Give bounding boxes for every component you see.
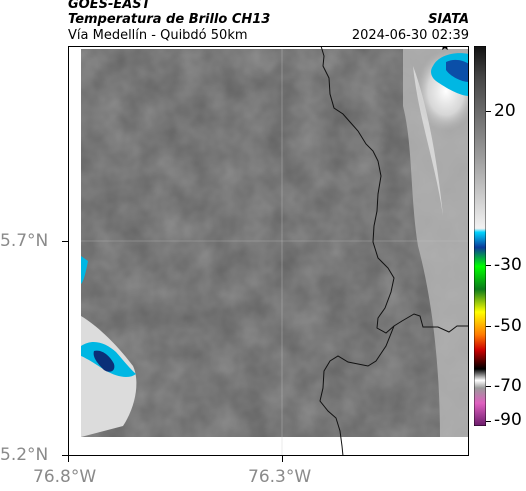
- product-title: Temperatura de Brillo CH13: [68, 12, 271, 27]
- eastern-bright-band: [403, 49, 469, 437]
- satellite-map: [68, 46, 469, 456]
- brightness-texture: [81, 49, 469, 437]
- department-border-south: [319, 325, 395, 456]
- cbar-tick-minus90: [486, 421, 491, 422]
- cbar-label-minus50: -50: [494, 316, 522, 336]
- cbar-label-20: 20: [494, 101, 516, 121]
- colorbar: [474, 46, 486, 426]
- lat-tick-5-2: [62, 455, 68, 456]
- cbar-label-minus70: -70: [494, 376, 522, 396]
- datetime-label: 2024-06-30 02:39: [351, 28, 469, 43]
- lon-tick-76-3: [282, 456, 283, 462]
- colorbar-scale: [474, 46, 486, 426]
- department-border-east: [320, 46, 469, 334]
- lon-label-76-3: 76.3°W: [248, 467, 312, 487]
- cbar-tick-minus50: [486, 326, 491, 327]
- west-cold-spot: [81, 256, 88, 284]
- satellite-title: GOES-EAST: [68, 0, 151, 12]
- lon-label-76-8: 76.8°W: [33, 467, 97, 487]
- lat-tick-5-7: [62, 241, 68, 242]
- cbar-tick-20: [486, 111, 491, 112]
- cbar-tick-minus70: [486, 386, 491, 387]
- lat-label-5-7: 5.7°N: [0, 231, 49, 251]
- ne-cold-core: [446, 59, 469, 82]
- sw-cold-core: [93, 350, 115, 372]
- map-frame: [68, 46, 469, 456]
- cbar-label-minus90: -90: [494, 410, 522, 430]
- lon-tick-76-8: [68, 456, 69, 462]
- cbar-label-minus30: -30: [494, 255, 522, 275]
- agency-label: SIATA: [428, 12, 469, 27]
- cbar-tick-minus30: [486, 265, 491, 266]
- lat-label-5-2: 5.2°N: [0, 445, 49, 465]
- route-subtitle: Vía Medellín - Quibdó 50km: [68, 28, 248, 43]
- route-marker-star: [442, 46, 448, 51]
